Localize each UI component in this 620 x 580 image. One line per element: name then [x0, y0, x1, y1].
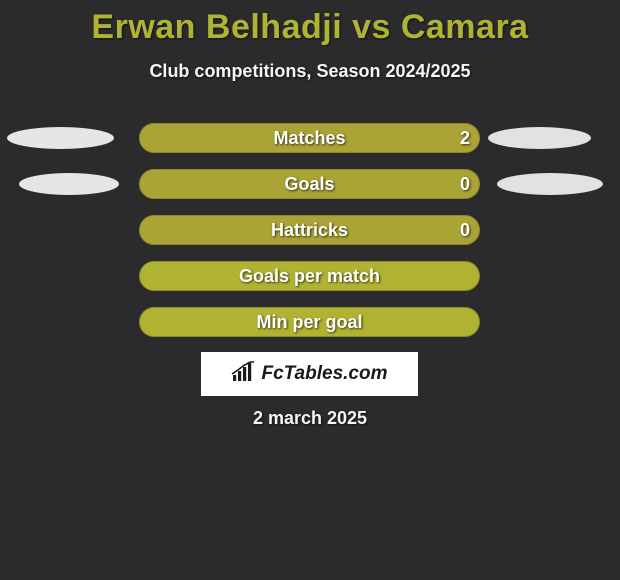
left-ellipse	[7, 127, 114, 149]
chart-icon	[231, 361, 257, 388]
date-text: 2 march 2025	[0, 408, 620, 429]
comparison-row: Goals0	[0, 168, 620, 214]
page-title: Erwan Belhadji vs Camara	[0, 0, 620, 47]
subtitle: Club competitions, Season 2024/2025	[0, 61, 620, 82]
stat-bar	[139, 215, 480, 245]
right-ellipse	[488, 127, 591, 149]
comparison-row: Min per goal	[0, 306, 620, 352]
comparison-row: Hattricks0	[0, 214, 620, 260]
right-ellipse	[497, 173, 603, 195]
stat-bar	[139, 169, 480, 199]
stat-bar	[139, 261, 480, 291]
stat-bar	[139, 123, 480, 153]
comparison-rows: Matches2Goals0Hattricks0Goals per matchM…	[0, 122, 620, 352]
logo-box: FcTables.com	[201, 352, 418, 396]
comparison-row: Matches2	[0, 122, 620, 168]
logo-text: FcTables.com	[261, 363, 387, 385]
comparison-row: Goals per match	[0, 260, 620, 306]
stat-bar	[139, 307, 480, 337]
left-ellipse	[19, 173, 119, 195]
